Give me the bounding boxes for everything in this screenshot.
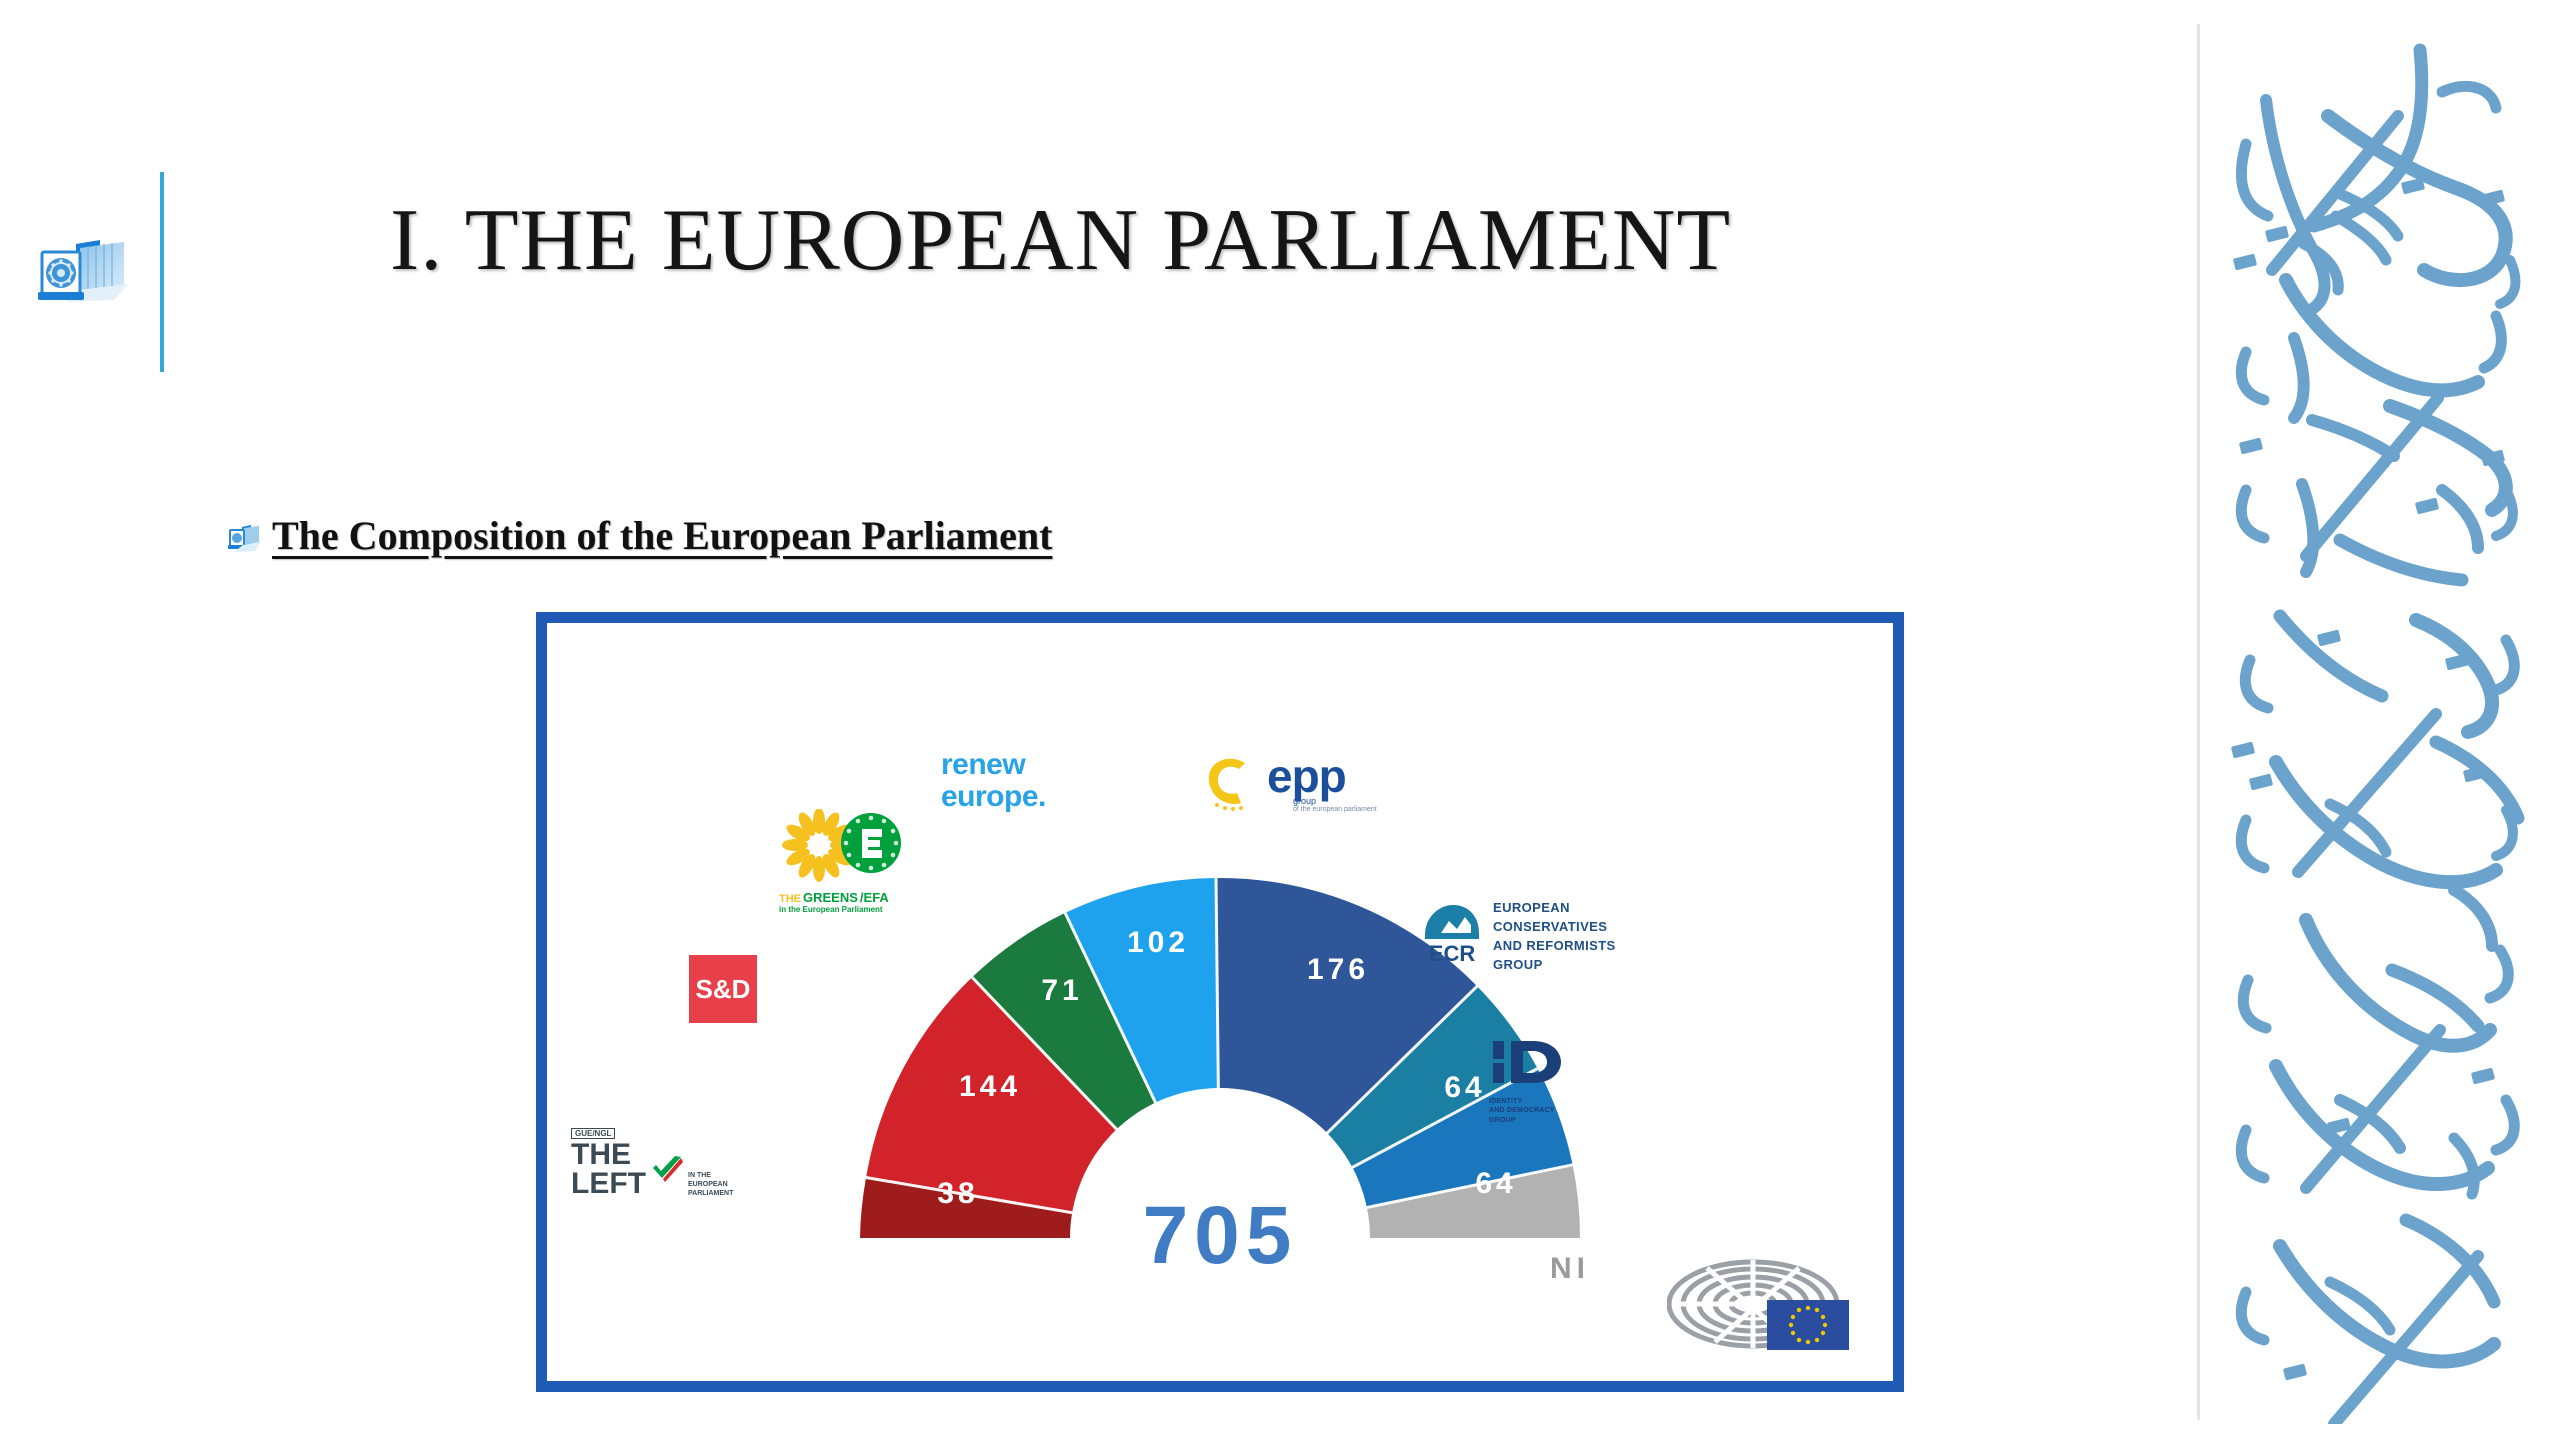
european-parliament-icon (36, 238, 132, 310)
renew-logo-line1: renew (941, 748, 1026, 781)
seat-label-ni: 46 (1464, 1252, 1505, 1285)
ecr-line4: GROUP (1493, 956, 1543, 972)
arabic-calligraphy-decoration (2210, 20, 2558, 1424)
greens-efa-logo: THE GREENS /EFA in the European Parliame… (779, 808, 939, 914)
ecr-line3: AND REFORMISTS (1493, 937, 1616, 953)
page-title: I. THE EUROPEAN PARLIAMENT (390, 192, 1732, 289)
greens-logo-efa: /EFA (859, 890, 889, 905)
seat-label-sd: 144 (959, 1070, 1021, 1103)
epp-mark-icon (1208, 758, 1245, 811)
epp-logo-sub2: of the european parliament (1293, 806, 1377, 813)
seat-label-greens: 71 (1041, 974, 1082, 1007)
seat-label-renew: 102 (1127, 926, 1189, 959)
ecr-mark-icon: ECR (1425, 905, 1479, 965)
id-line1: IDENTITY (1489, 1098, 1523, 1105)
id-mark-icon (1493, 1041, 1561, 1083)
renew-logo-line2: europe. (941, 780, 1046, 814)
epp-logo-text: epp (1267, 750, 1347, 802)
seat-label-id: 64 (1475, 1167, 1516, 1200)
bullet-row: The Composition of the European Parliame… (228, 512, 1052, 559)
id-line3: GROUP (1489, 1116, 1516, 1124)
the-left-logo: GUE/NGL THE LEFT IN THE EUROPEAN PARLIAM… (571, 1123, 751, 1198)
bullet-text: The Composition of the European Parliame… (272, 513, 1053, 558)
left-logo-left: LEFT (571, 1166, 646, 1200)
greens-logo-the: THE (779, 893, 801, 905)
seat-label-the-left: 38 (937, 1177, 978, 1210)
left-logo-l3: IN THE (688, 1171, 711, 1179)
left-logo-the: THE (571, 1138, 631, 1171)
hemicycle-seat-chart: 38 144 71 102 176 64 64 46 NI 705 (860, 877, 1590, 1285)
left-checkmark-icon (653, 1156, 683, 1182)
hemicycle-chart-picture[interactable]: 38 144 71 102 176 64 64 46 NI 705 renew … (536, 612, 1904, 1392)
european-parliament-bullet-icon (228, 525, 262, 559)
greens-logo-greens: GREENS (803, 890, 858, 905)
right-panel-divider (2197, 24, 2200, 1420)
seat-label-epp: 176 (1307, 953, 1369, 986)
sd-logo: S&D (689, 955, 757, 1023)
ecr-line2: CONSERVATIVES (1493, 918, 1608, 934)
title-accent-rule (160, 172, 164, 372)
left-logo-gue: GUE/NGL (571, 1128, 616, 1139)
seat-label-ecr: 64 (1444, 1071, 1485, 1104)
ecr-line1: EUROPEAN (1493, 900, 1570, 915)
id-line2: AND DEMOCRACY (1489, 1107, 1555, 1115)
greens-sunflower-icon (782, 808, 901, 882)
ni-group-label: NI (1550, 1252, 1590, 1285)
ecr-mark-text: ECR (1429, 941, 1476, 965)
european-parliament-logo (1666, 1254, 1857, 1355)
ecr-logo: ECR EUROPEAN CONSERVATIVES AND REFORMIST… (1419, 899, 1616, 974)
left-logo-l5: PARLIAMENT (688, 1189, 734, 1197)
sd-logo-text: S&D (695, 973, 751, 1004)
epp-logo: epp group of the european parliament (1201, 753, 1377, 815)
id-logo: IDENTITY AND DEMOCRACY GROUP (1489, 1035, 1599, 1125)
renew-europe-logo: renew europe. (941, 748, 1046, 814)
ep-hemicycle-icon (1666, 1259, 1849, 1350)
left-logo-l4: EUROPEAN (688, 1180, 728, 1188)
chart-inner: 38 144 71 102 176 64 64 46 NI 705 renew … (561, 637, 1879, 1367)
greens-logo-tagline: in the European Parliament (779, 905, 883, 914)
total-seats-label: 705 (1143, 1190, 1298, 1281)
epp-logo-sub: group (1293, 796, 1317, 806)
